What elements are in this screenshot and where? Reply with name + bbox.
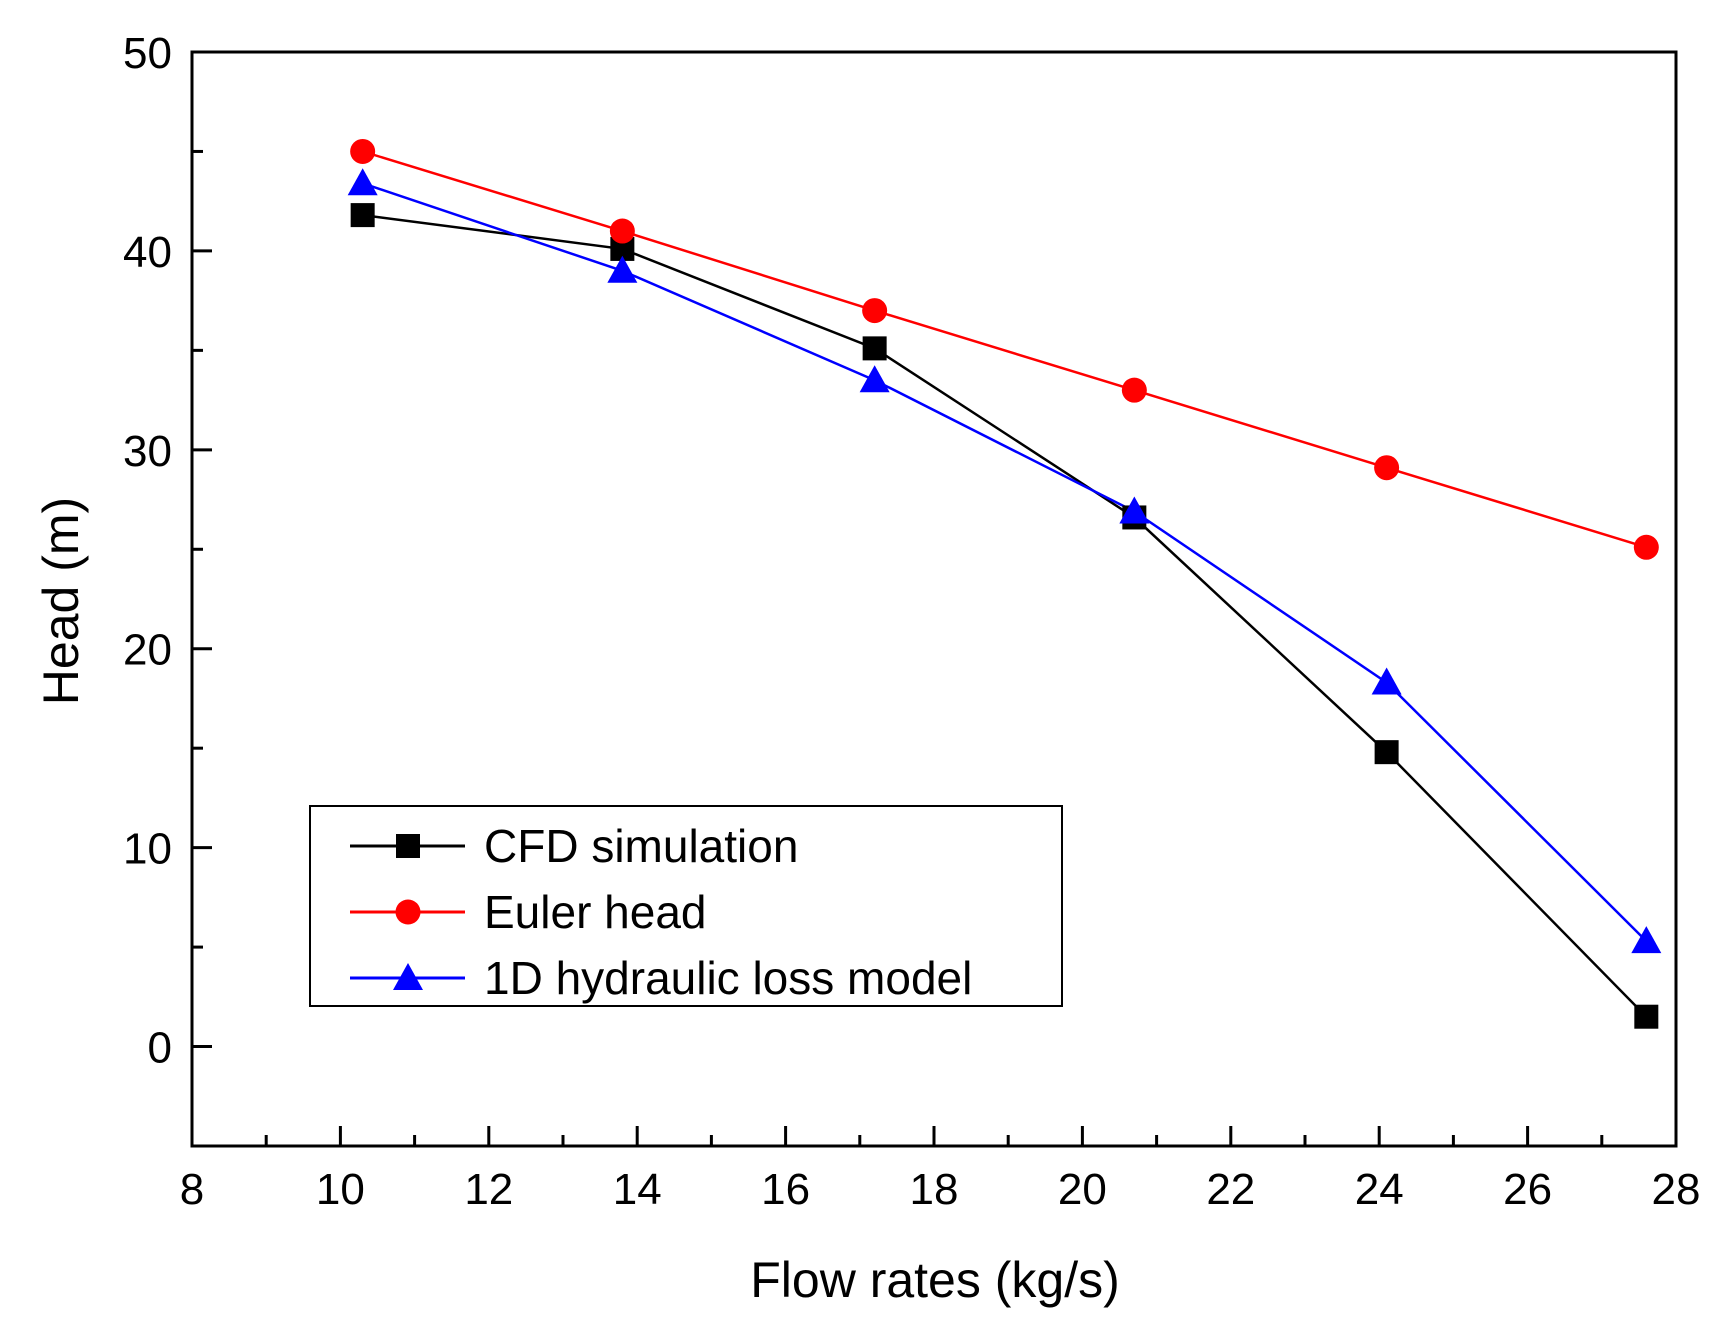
data-point-series-1 (350, 203, 375, 228)
data-point-series-3 (859, 365, 890, 393)
legend-label-1: CFD simulation (484, 820, 798, 872)
data-point-series-1 (610, 236, 635, 261)
y-axis-title: Head (m) (33, 497, 89, 705)
data-point-series-3 (347, 168, 378, 196)
data-point-series-3 (1371, 667, 1402, 695)
legend-marker-3 (393, 963, 423, 990)
legend-label-3: 1D hydraulic loss model (484, 952, 972, 1004)
y-axis: 0 10 20 30 40 50 (123, 29, 212, 1073)
series-lines (362, 150, 1648, 1018)
x-tick-label: 18 (910, 1165, 959, 1214)
data-point-series-2 (1374, 455, 1400, 481)
x-tick-label: 14 (613, 1165, 662, 1214)
y-tick-label: 30 (123, 427, 172, 476)
x-tick-label: 12 (464, 1165, 513, 1214)
x-tick-label: 10 (316, 1165, 365, 1214)
y-tick-label: 20 (123, 626, 172, 675)
data-point-series-3 (1119, 496, 1150, 524)
y-tick-label: 40 (123, 228, 172, 277)
legend-marker-1 (396, 834, 420, 858)
x-tick-label: 16 (761, 1165, 810, 1214)
y-tick-label: 0 (148, 1024, 172, 1073)
x-axis: 8 10 12 14 16 18 20 22 24 26 28 (180, 1126, 1701, 1214)
data-point-series-1 (862, 336, 887, 361)
data-point-series-3 (607, 255, 638, 283)
data-point-series-2 (1633, 534, 1659, 560)
y-tick-label: 50 (123, 29, 172, 78)
x-tick-label: 20 (1058, 1165, 1107, 1214)
series-line-3 (362, 182, 1648, 943)
data-point-series-1 (1634, 1004, 1659, 1029)
y-tick-label: 10 (123, 825, 172, 874)
legend-marker-2 (395, 899, 421, 925)
data-point-series-3 (1631, 926, 1662, 954)
legend-box (309, 805, 1063, 1007)
x-tick-label: 26 (1503, 1165, 1552, 1214)
data-point-series-2 (609, 218, 635, 244)
data-point-series-1 (1374, 740, 1399, 765)
x-tick-label: 8 (180, 1165, 204, 1214)
data-point-series-2 (862, 298, 888, 324)
legend: CFD simulation Euler head 1D hydraulic los… (309, 805, 1063, 1007)
x-tick-label: 22 (1206, 1165, 1255, 1214)
series-line-2 (362, 150, 1647, 549)
legend-label-2: Euler head (484, 886, 707, 938)
data-point-series-2 (350, 138, 376, 164)
x-tick-label: 28 (1652, 1165, 1701, 1214)
series-line-1 (362, 213, 1648, 1018)
series-markers (347, 138, 1662, 1029)
data-point-series-2 (1121, 377, 1147, 403)
x-tick-label: 24 (1355, 1165, 1404, 1214)
x-axis-title: Flow rates (kg/s) (750, 1252, 1120, 1308)
